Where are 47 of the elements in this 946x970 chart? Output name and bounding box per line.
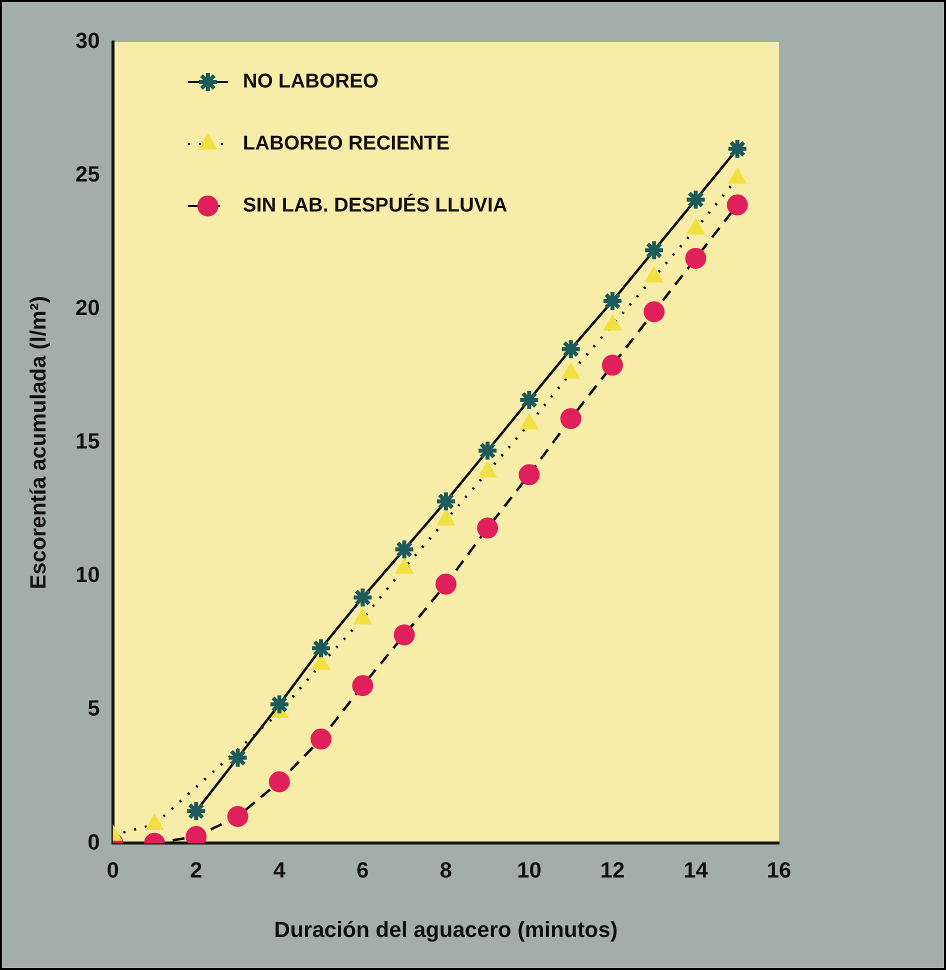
y-tick-label: 15 <box>75 428 100 454</box>
legend-label: LABOREO RECIENTE <box>242 132 450 155</box>
point <box>352 586 374 608</box>
point <box>393 538 416 560</box>
point <box>435 574 456 595</box>
point <box>434 490 457 512</box>
y-tick-label: 10 <box>75 562 100 588</box>
x-tick-label: 16 <box>766 857 792 882</box>
point <box>726 194 748 216</box>
y-axis-title: Escorentía acumulada (l/m²) <box>25 296 50 590</box>
legend-label: NO LABOREO <box>242 70 378 93</box>
point <box>684 188 707 211</box>
point <box>268 693 290 716</box>
point <box>644 301 665 322</box>
point <box>726 138 748 160</box>
y-tick-label: 20 <box>75 295 100 320</box>
point <box>352 675 374 696</box>
point <box>227 806 248 827</box>
y-tick-label: 5 <box>88 696 100 721</box>
y-tick-label: 30 <box>75 28 100 54</box>
point <box>518 464 540 486</box>
x-tick-label: 12 <box>600 857 625 882</box>
y-tick-label: 25 <box>75 162 100 187</box>
x-tick-label: 14 <box>683 857 709 882</box>
x-tick-label: 0 <box>106 857 119 882</box>
y-tick-label: 0 <box>88 829 100 854</box>
point <box>518 388 540 411</box>
point <box>643 239 666 262</box>
x-tick-label: 8 <box>440 857 452 882</box>
legend-label: SIN LAB. DESPUÉS LLUVIA <box>242 194 508 217</box>
x-axis-title: Duración del aguacero (minutos) <box>274 916 618 942</box>
x-tick-label: 2 <box>190 857 202 882</box>
point <box>685 248 706 269</box>
x-tick-label: 10 <box>516 857 542 882</box>
point <box>602 354 623 376</box>
point <box>560 408 582 430</box>
point <box>476 440 499 462</box>
x-tick-label: 6 <box>356 857 369 882</box>
point <box>477 518 498 539</box>
point <box>310 637 332 660</box>
point <box>394 624 415 646</box>
x-tick-label: 4 <box>273 857 286 882</box>
point <box>560 338 582 360</box>
point <box>226 746 249 769</box>
point <box>185 800 208 822</box>
point <box>310 728 332 750</box>
point <box>268 771 290 792</box>
